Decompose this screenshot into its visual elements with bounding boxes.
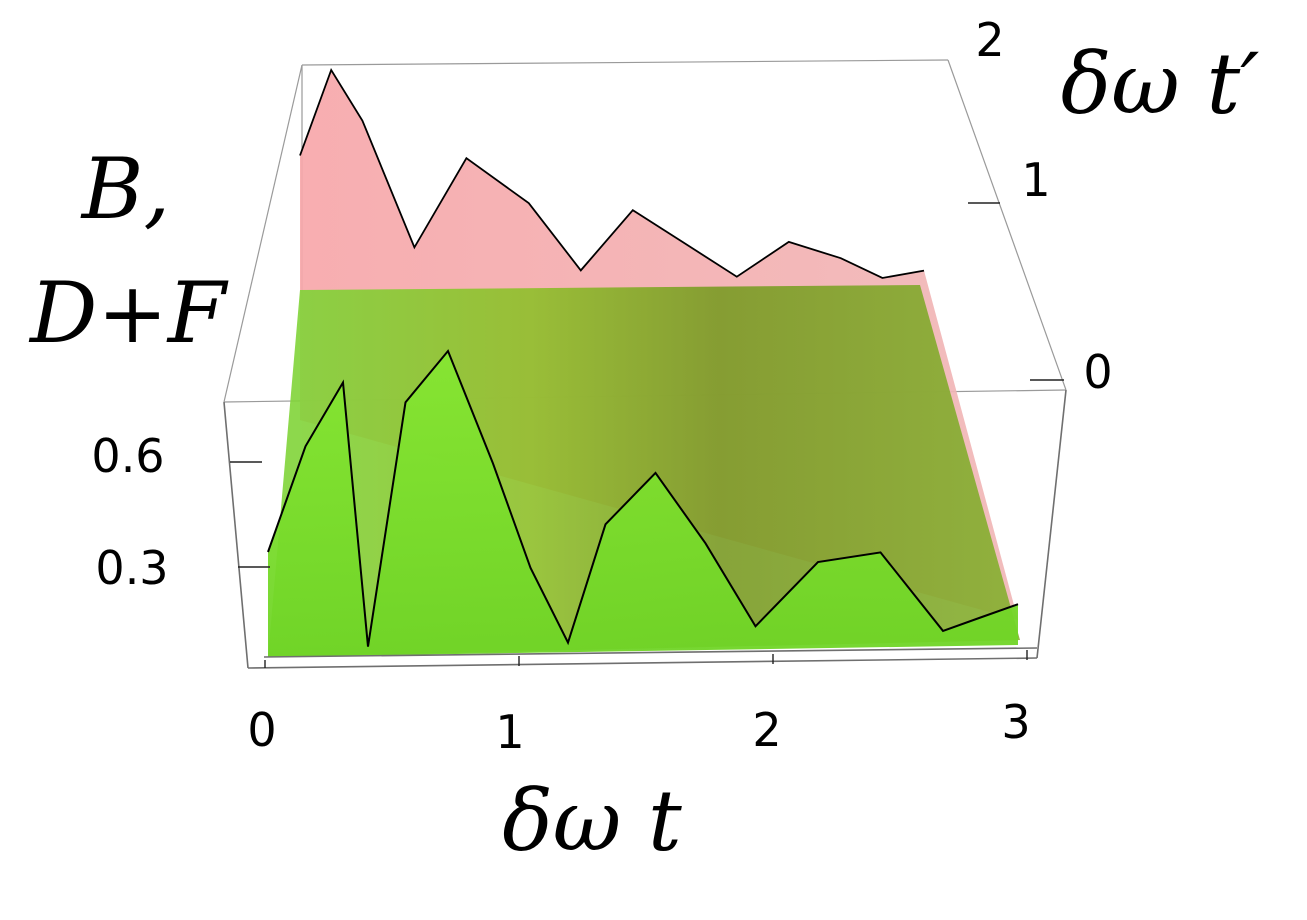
- x-axis-label: δω t: [502, 772, 682, 870]
- y-tick-labels: 0 1 2: [975, 13, 1112, 399]
- z-axis-label-line1: B,: [80, 140, 170, 238]
- tick-marks: [230, 202, 1064, 668]
- surface-D-plus-F: [267, 285, 1020, 657]
- y-tick-label: 1: [1021, 153, 1050, 207]
- y-tick-label: 0: [1083, 345, 1112, 399]
- y-tick-label: 2: [975, 13, 1004, 67]
- z-tick-label: 0.6: [91, 429, 164, 483]
- z-axis-label-line2: D+F: [28, 264, 229, 362]
- x-tick-label: 2: [752, 703, 781, 757]
- x-tick-labels: 0 1 2 3: [247, 695, 1030, 759]
- x-tick-label: 1: [495, 705, 524, 759]
- x-tick-label: 3: [1001, 695, 1030, 749]
- plot-box-front: [223, 389, 1067, 669]
- z-tick-label: 0.3: [95, 541, 168, 595]
- z-tick-labels: 0.3 0.6: [91, 429, 168, 595]
- x-tick-label: 0: [247, 703, 276, 757]
- y-axis-label: δω t′: [1061, 35, 1260, 133]
